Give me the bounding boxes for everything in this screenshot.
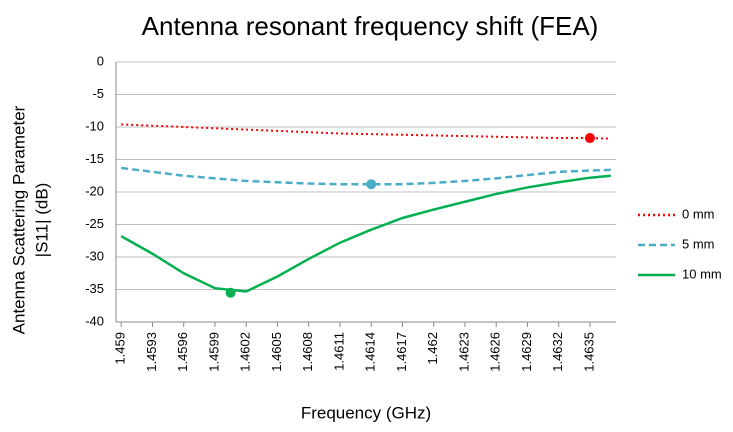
min-marker bbox=[584, 133, 595, 144]
min-marker bbox=[366, 179, 377, 190]
legend-label: 0 mm bbox=[682, 206, 715, 221]
series-line bbox=[120, 174, 611, 293]
x-tick-label: 1.4593 bbox=[144, 332, 159, 372]
y-tick-label: -40 bbox=[85, 313, 104, 328]
x-tick-label: 1.4623 bbox=[456, 332, 471, 372]
x-tick-label: 1.4629 bbox=[519, 332, 534, 372]
min-marker bbox=[225, 287, 236, 298]
legend-label: 5 mm bbox=[682, 236, 715, 251]
x-tick-label: 1.4626 bbox=[488, 332, 503, 372]
x-tick-label: 1.462 bbox=[425, 332, 440, 365]
y-tick-label: -35 bbox=[85, 281, 104, 296]
chart-title: Antenna resonant frequency shift (FEA) bbox=[142, 11, 599, 41]
x-tick-label: 1.4608 bbox=[300, 332, 315, 372]
legend-label: 10 mm bbox=[682, 266, 722, 281]
x-tick-label: 1.4599 bbox=[206, 332, 221, 372]
y-tick-label: -15 bbox=[85, 151, 104, 166]
x-tick-label: 1.4605 bbox=[269, 332, 284, 372]
y-tick-label: -25 bbox=[85, 216, 104, 231]
x-tick-label: 1.4635 bbox=[581, 332, 596, 372]
y-tick-label: -10 bbox=[85, 118, 104, 133]
series-line bbox=[121, 166, 611, 186]
x-axis-label: Frequency (GHz) bbox=[301, 403, 431, 422]
series-line bbox=[121, 123, 611, 140]
x-tick-label: 1.4596 bbox=[175, 332, 190, 372]
x-tick-label: 1.4611 bbox=[331, 332, 346, 371]
x-tick-label: 1.4617 bbox=[394, 332, 409, 372]
y-axis-label: |S11| (dB) bbox=[32, 183, 51, 258]
x-tick-label: 1.4602 bbox=[238, 332, 253, 372]
x-tick-label: 1.4632 bbox=[550, 332, 565, 372]
x-tick-label: 1.459 bbox=[113, 332, 128, 365]
y-tick-label: -30 bbox=[85, 248, 104, 263]
x-tick-label: 1.4614 bbox=[363, 332, 378, 372]
y-axis-label: Antenna Scattering Parameter bbox=[9, 105, 28, 334]
y-tick-label: -20 bbox=[85, 183, 104, 198]
y-tick-label: 0 bbox=[97, 53, 104, 68]
y-tick-label: -5 bbox=[92, 86, 104, 101]
